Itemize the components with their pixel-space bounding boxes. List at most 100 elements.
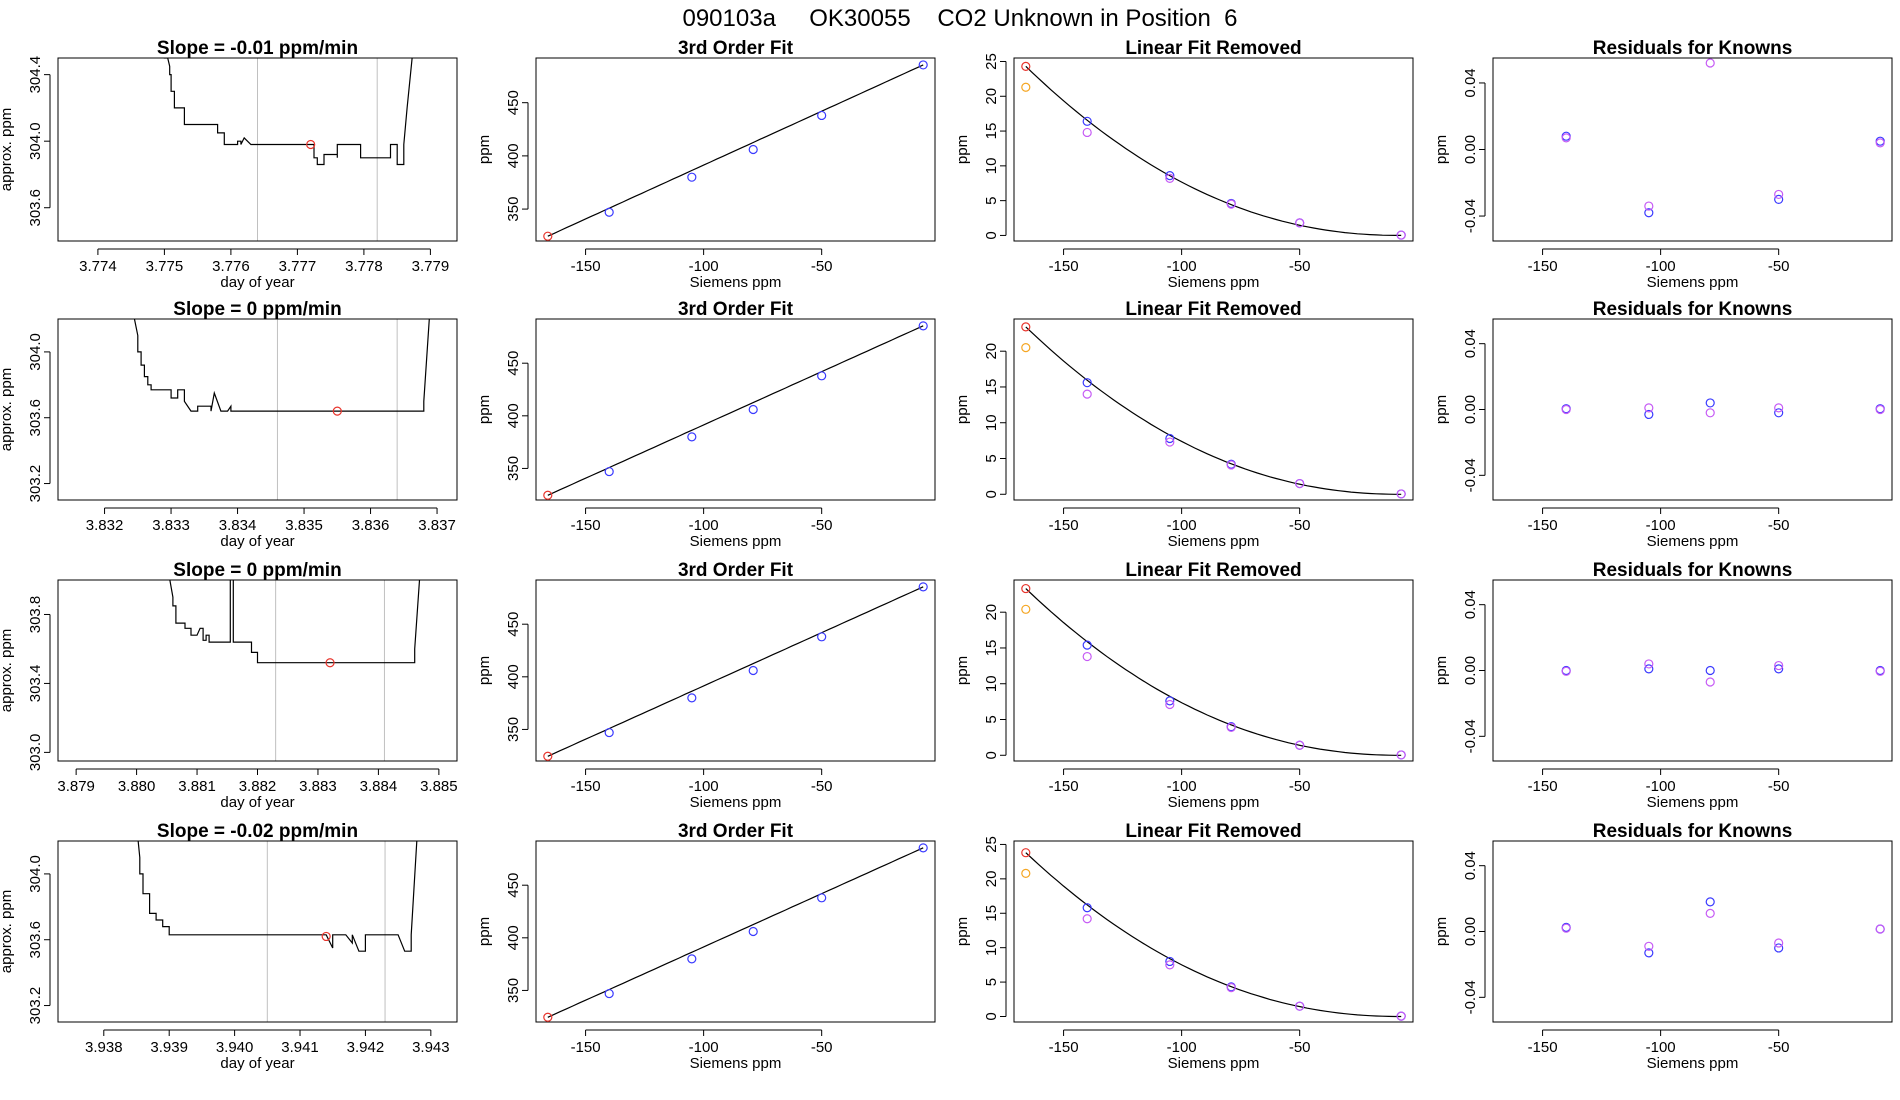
data-point bbox=[1021, 868, 1031, 878]
x-tick-label: -100 bbox=[1646, 258, 1676, 275]
y-tick-label: 0 bbox=[983, 751, 1000, 759]
x-axis-label: Siemens ppm bbox=[1168, 533, 1260, 550]
x-tick-label: -150 bbox=[571, 517, 601, 534]
data-point bbox=[817, 371, 827, 381]
y-tick-label: 400 bbox=[505, 143, 522, 168]
data-point bbox=[543, 231, 553, 241]
panel-title: Linear Fit Removed bbox=[1125, 821, 1301, 842]
y-tick-label: 5 bbox=[983, 454, 1000, 462]
plot-frame bbox=[535, 57, 936, 242]
x-tick-label: 3.881 bbox=[178, 778, 216, 795]
data-point bbox=[604, 207, 614, 217]
x-tick-label: -50 bbox=[811, 517, 833, 534]
y-tick-label: 350 bbox=[505, 456, 522, 481]
x-tick-label: -150 bbox=[1049, 517, 1079, 534]
data-point bbox=[687, 693, 697, 703]
y-axis-label: approx. ppm bbox=[0, 890, 15, 973]
y-tick-label: 304.0 bbox=[27, 855, 44, 893]
x-tick-label: -150 bbox=[1049, 258, 1079, 275]
x-axis-label: day of year bbox=[220, 794, 294, 811]
plot-frame bbox=[1492, 57, 1893, 242]
sample-marker bbox=[306, 139, 316, 150]
x-tick-label: -100 bbox=[1167, 778, 1197, 795]
trace-line bbox=[169, 580, 421, 664]
x-tick-label: -100 bbox=[689, 258, 719, 275]
y-tick-label: 450 bbox=[505, 612, 522, 637]
data-point bbox=[1226, 199, 1236, 209]
x-tick-label: 3.834 bbox=[219, 517, 257, 534]
x-tick-label: 3.833 bbox=[152, 517, 190, 534]
data-point bbox=[1082, 389, 1092, 399]
x-tick-label: -150 bbox=[1528, 517, 1558, 534]
fit-curve bbox=[547, 847, 924, 1018]
data-point bbox=[1561, 133, 1571, 143]
x-tick-label: -50 bbox=[811, 1039, 833, 1056]
y-axis-label: ppm bbox=[954, 135, 971, 164]
panel-title: Linear Fit Removed bbox=[1125, 38, 1301, 59]
data-point bbox=[918, 60, 928, 70]
y-tick-label: 303.0 bbox=[27, 734, 44, 772]
x-tick-label: 3.836 bbox=[352, 517, 390, 534]
data-point bbox=[1774, 938, 1784, 948]
panel-title: Linear Fit Removed bbox=[1125, 560, 1301, 581]
data-point bbox=[1021, 604, 1031, 614]
plot-frame bbox=[1013, 57, 1414, 242]
panel-timeseries-row2: Slope = 0 ppm/min 3.879 3.880 3.881 3.882 3.8… bbox=[0, 560, 458, 811]
x-tick-label: 3.835 bbox=[285, 517, 323, 534]
x-tick-label: -100 bbox=[1646, 517, 1676, 534]
plot-area bbox=[137, 841, 418, 952]
panel-title: 3rd Order Fit bbox=[678, 299, 794, 320]
data-point bbox=[1875, 924, 1885, 934]
panel-title: 3rd Order Fit bbox=[678, 38, 794, 59]
y-tick-label: 400 bbox=[505, 925, 522, 950]
y-axis-label: ppm bbox=[476, 917, 493, 946]
data-point bbox=[1774, 189, 1784, 200]
x-tick-label: 3.938 bbox=[85, 1039, 123, 1056]
data-point bbox=[1875, 404, 1885, 415]
x-tick-label: 3.884 bbox=[360, 778, 398, 795]
y-tick-label: 350 bbox=[505, 197, 522, 222]
data-point bbox=[1295, 478, 1305, 489]
y-axis-label: ppm bbox=[1433, 395, 1450, 424]
y-tick-label: 20 bbox=[983, 88, 1000, 105]
fit-curve bbox=[547, 325, 924, 496]
x-tick-label: 3.775 bbox=[146, 258, 184, 275]
y-tick-label: 303.8 bbox=[27, 596, 44, 634]
data-point bbox=[1644, 941, 1654, 951]
panel-resid-row2: Residuals for Knowns -150 -100 -50 Siemens p… bbox=[1433, 560, 1893, 811]
plot-area bbox=[543, 582, 928, 761]
y-tick-label: 303.6 bbox=[27, 189, 44, 227]
data-point bbox=[1082, 378, 1092, 388]
data-point bbox=[1644, 948, 1654, 958]
data-point bbox=[1226, 722, 1236, 732]
y-tick-label: 400 bbox=[505, 664, 522, 689]
y-tick-label: 303.6 bbox=[27, 921, 44, 959]
x-tick-label: -50 bbox=[1289, 517, 1311, 534]
x-axis-label: day of year bbox=[220, 1055, 294, 1072]
data-point bbox=[1644, 659, 1654, 669]
y-axis-label: ppm bbox=[476, 395, 493, 424]
y-tick-label: 350 bbox=[505, 978, 522, 1003]
fit-curve bbox=[1025, 588, 1402, 756]
plot-frame bbox=[57, 579, 458, 762]
x-tick-label: 3.941 bbox=[281, 1039, 319, 1056]
plot-area bbox=[543, 321, 928, 500]
x-tick-label: -150 bbox=[1528, 778, 1558, 795]
y-axis-label: ppm bbox=[476, 135, 493, 164]
x-tick-label: 3.832 bbox=[86, 517, 124, 534]
data-point bbox=[1396, 1011, 1406, 1021]
panel-title: Residuals for Knowns bbox=[1593, 560, 1793, 581]
panels: Slope = -0.01 ppm/min 3.774 3.775 3.776 3.77… bbox=[0, 38, 1893, 1072]
y-axis-label: ppm bbox=[1433, 656, 1450, 685]
x-axis-label: Siemens ppm bbox=[1647, 1055, 1739, 1072]
panel-timeseries-row3: Slope = -0.02 ppm/min 3.938 3.939 3.940 3.94… bbox=[0, 821, 458, 1072]
fit-curve bbox=[1025, 65, 1402, 236]
plot-frame bbox=[1492, 579, 1893, 762]
data-point bbox=[1165, 696, 1175, 706]
figure-title: 090103a OK30055 CO2 Unknown in Position … bbox=[682, 5, 1237, 32]
y-tick-label: 15 bbox=[983, 905, 1000, 922]
data-point bbox=[1165, 699, 1175, 710]
data-point bbox=[1396, 750, 1406, 760]
